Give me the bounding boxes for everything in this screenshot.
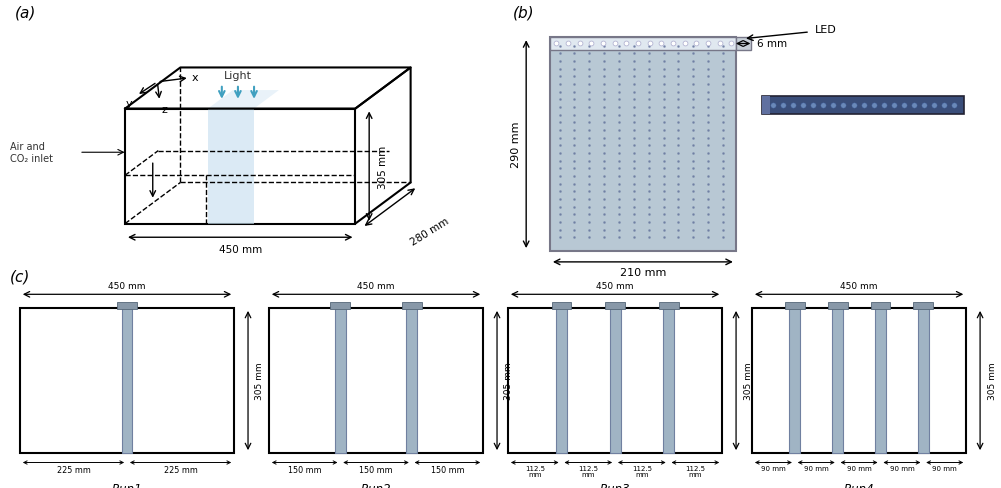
- Text: LED: LED: [815, 25, 837, 35]
- Bar: [918, 308, 929, 453]
- Text: 90 mm: 90 mm: [890, 465, 914, 470]
- Polygon shape: [208, 109, 254, 224]
- Bar: [335, 308, 345, 453]
- Text: 150 mm: 150 mm: [359, 465, 392, 473]
- Bar: [117, 303, 137, 310]
- Bar: [875, 308, 886, 453]
- Text: 280 mm: 280 mm: [408, 216, 450, 247]
- Text: 450 mm: 450 mm: [597, 281, 634, 290]
- Text: 112.5
mm: 112.5 mm: [525, 465, 545, 477]
- Bar: [610, 308, 621, 453]
- Bar: [790, 308, 801, 453]
- Text: x: x: [192, 73, 198, 83]
- Text: (c): (c): [10, 268, 30, 284]
- Text: 450 mm: 450 mm: [840, 281, 878, 290]
- Text: 90 mm: 90 mm: [932, 465, 957, 470]
- Bar: [663, 308, 674, 453]
- Text: (a): (a): [15, 5, 36, 20]
- Text: 210 mm: 210 mm: [620, 268, 666, 278]
- Bar: [736, 38, 751, 51]
- Text: 90 mm: 90 mm: [847, 465, 872, 470]
- Text: Run3: Run3: [600, 482, 631, 488]
- Text: 90 mm: 90 mm: [804, 465, 829, 470]
- Text: 305 mm: 305 mm: [505, 362, 514, 400]
- Text: Light: Light: [224, 71, 252, 81]
- Bar: [20, 308, 234, 453]
- Text: 305 mm: 305 mm: [255, 362, 264, 400]
- Text: 305 mm: 305 mm: [988, 362, 997, 400]
- Text: 150 mm: 150 mm: [288, 465, 321, 473]
- Text: 305 mm: 305 mm: [378, 145, 388, 188]
- Text: z: z: [162, 104, 168, 115]
- Bar: [752, 308, 966, 453]
- Bar: [406, 308, 417, 453]
- Text: Run4: Run4: [844, 482, 875, 488]
- Text: 225 mm: 225 mm: [163, 465, 197, 473]
- Bar: [763, 97, 964, 115]
- Bar: [401, 303, 421, 310]
- Bar: [330, 303, 350, 310]
- Text: 112.5
mm: 112.5 mm: [632, 465, 652, 477]
- Bar: [552, 303, 572, 310]
- Bar: [551, 38, 736, 51]
- Bar: [871, 303, 891, 310]
- Text: 450 mm: 450 mm: [357, 281, 394, 290]
- Bar: [605, 303, 625, 310]
- Bar: [269, 308, 483, 453]
- Bar: [556, 308, 567, 453]
- Text: 450 mm: 450 mm: [218, 244, 262, 255]
- Text: 112.5
mm: 112.5 mm: [579, 465, 599, 477]
- Bar: [659, 303, 679, 310]
- Bar: [913, 303, 933, 310]
- Bar: [508, 308, 722, 453]
- Text: Run1: Run1: [112, 482, 142, 488]
- Bar: [785, 303, 805, 310]
- Text: Run2: Run2: [360, 482, 391, 488]
- Bar: [551, 38, 736, 251]
- Bar: [121, 308, 132, 453]
- Text: 150 mm: 150 mm: [430, 465, 464, 473]
- Text: y: y: [125, 99, 132, 109]
- Polygon shape: [208, 91, 279, 109]
- Text: 305 mm: 305 mm: [744, 362, 753, 400]
- Text: 6 mm: 6 mm: [757, 40, 787, 49]
- Bar: [763, 97, 770, 115]
- Bar: [832, 308, 843, 453]
- Text: (b): (b): [513, 5, 535, 20]
- Text: 112.5
mm: 112.5 mm: [686, 465, 706, 477]
- Text: Air and
CO₂ inlet: Air and CO₂ inlet: [10, 142, 53, 163]
- Text: 290 mm: 290 mm: [511, 122, 521, 168]
- Text: 90 mm: 90 mm: [761, 465, 786, 470]
- Bar: [828, 303, 848, 310]
- Text: 225 mm: 225 mm: [56, 465, 90, 473]
- Text: 450 mm: 450 mm: [108, 281, 146, 290]
